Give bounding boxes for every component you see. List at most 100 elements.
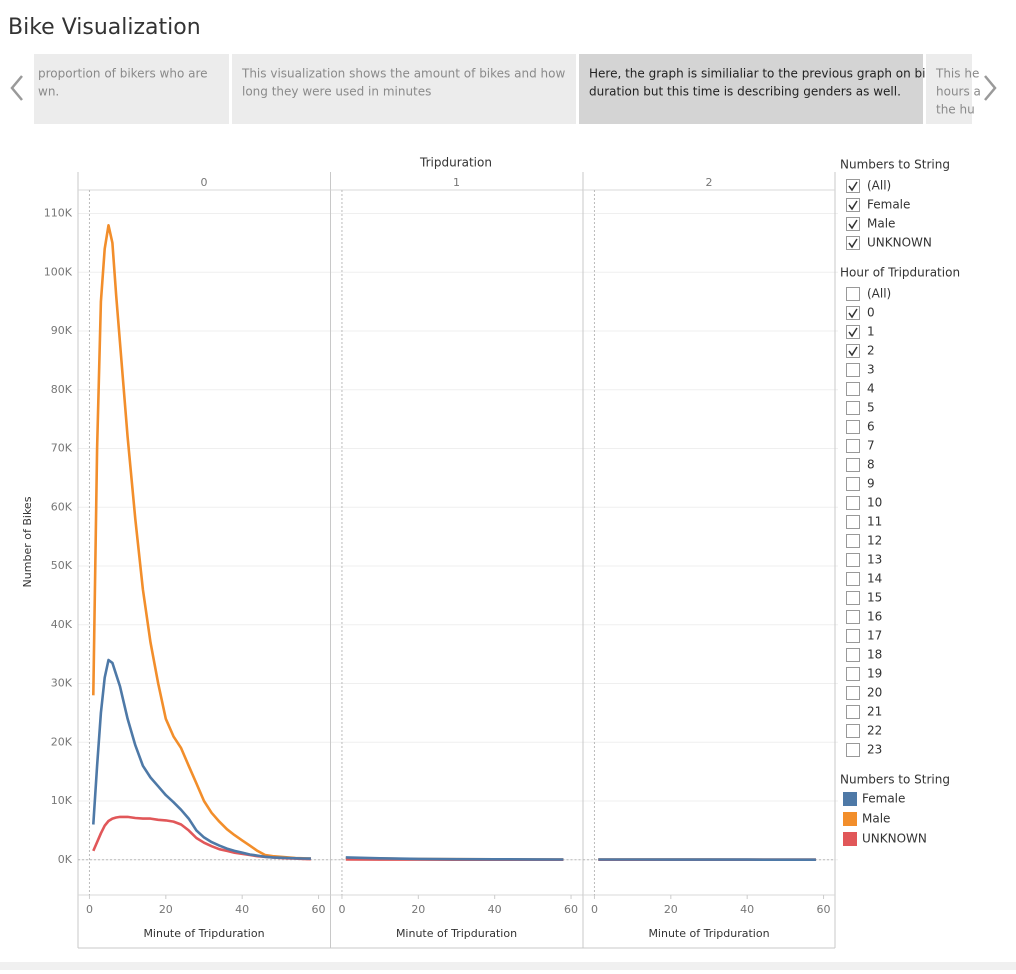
filter-title: Numbers to String: [840, 158, 950, 172]
filter-option[interactable]: 10: [867, 496, 882, 510]
checkbox[interactable]: [847, 288, 860, 301]
filter-option[interactable]: 1: [867, 325, 875, 339]
y-tick-label: 0K: [58, 853, 73, 866]
story-caption: This visualization shows the amount of b…: [241, 67, 565, 81]
filter-option[interactable]: 22: [867, 724, 882, 738]
x-tick-label: 0: [338, 903, 345, 916]
y-tick-label: 60K: [51, 500, 73, 513]
panel-header: 2: [706, 176, 713, 189]
x-tick-label: 60: [312, 903, 326, 916]
checkbox[interactable]: [847, 421, 860, 434]
y-tick-label: 30K: [51, 677, 73, 690]
checkbox[interactable]: [847, 725, 860, 738]
y-tick-label: 10K: [51, 794, 73, 807]
checkbox[interactable]: [847, 459, 860, 472]
y-tick-label: 110K: [44, 207, 73, 220]
filter-option[interactable]: 15: [867, 591, 882, 605]
filter-option[interactable]: UNKNOWN: [867, 236, 932, 250]
filter-option[interactable]: 6: [867, 420, 875, 434]
y-tick-label: 70K: [51, 442, 73, 455]
filter-option[interactable]: 13: [867, 553, 882, 567]
story-caption: long they were used in minutes: [242, 85, 431, 99]
x-tick-label: 0: [591, 903, 598, 916]
filter-option[interactable]: 2: [867, 344, 875, 358]
checkbox[interactable]: [847, 573, 860, 586]
filter-option[interactable]: 20: [867, 686, 882, 700]
checkbox[interactable]: [847, 497, 860, 510]
checkbox[interactable]: [847, 706, 860, 719]
story-point[interactable]: [34, 54, 229, 124]
filter-title: Hour of Tripduration: [840, 266, 960, 280]
filter-option[interactable]: 7: [867, 439, 875, 453]
checkbox[interactable]: [847, 307, 860, 320]
y-tick-label: 80K: [51, 383, 73, 396]
filter-option[interactable]: 16: [867, 610, 882, 624]
x-axis-title: Minute of Tripduration: [143, 927, 264, 940]
facet-title: Tripduration: [419, 156, 492, 170]
footer-strip: [0, 962, 1016, 970]
checkbox[interactable]: [847, 592, 860, 605]
checkbox[interactable]: [847, 668, 860, 681]
checkbox[interactable]: [847, 630, 860, 643]
filter-option[interactable]: 18: [867, 648, 882, 662]
filter-option[interactable]: 11: [867, 515, 882, 529]
filter-option[interactable]: 19: [867, 667, 882, 681]
x-tick-label: 20: [664, 903, 678, 916]
x-axis-title: Minute of Tripduration: [396, 927, 517, 940]
checkbox[interactable]: [847, 516, 860, 529]
filter-option[interactable]: 5: [867, 401, 875, 415]
x-tick-label: 40: [235, 903, 249, 916]
filter-option[interactable]: 12: [867, 534, 882, 548]
filter-option[interactable]: (All): [867, 287, 891, 301]
legend-title: Numbers to String: [840, 773, 950, 787]
checkbox[interactable]: [847, 649, 860, 662]
x-tick-label: 40: [488, 903, 502, 916]
y-tick-label: 20K: [51, 735, 73, 748]
x-axis-title: Minute of Tripduration: [648, 927, 769, 940]
checkbox[interactable]: [847, 218, 860, 231]
filter-option[interactable]: 9: [867, 477, 875, 491]
legend-label: Female: [862, 792, 905, 806]
filter-option[interactable]: 0: [867, 306, 875, 320]
checkbox[interactable]: [847, 535, 860, 548]
filter-option[interactable]: (All): [867, 179, 891, 193]
filter-option[interactable]: 17: [867, 629, 882, 643]
x-tick-label: 40: [740, 903, 754, 916]
checkbox[interactable]: [847, 326, 860, 339]
checkbox[interactable]: [847, 402, 860, 415]
story-caption: hours a: [936, 85, 981, 99]
filter-option[interactable]: Male: [867, 217, 895, 231]
filter-option[interactable]: Female: [867, 198, 910, 212]
y-axis-title: Number of Bikes: [21, 496, 34, 587]
checkbox[interactable]: [847, 180, 860, 193]
legend-swatch: [843, 812, 857, 826]
checkbox[interactable]: [847, 687, 860, 700]
checkbox[interactable]: [847, 383, 860, 396]
filter-option[interactable]: 4: [867, 382, 875, 396]
checkbox[interactable]: [847, 478, 860, 491]
x-tick-label: 20: [159, 903, 173, 916]
checkbox[interactable]: [847, 440, 860, 453]
checkbox[interactable]: [847, 611, 860, 624]
panel-header: 1: [453, 176, 460, 189]
story-caption: duration but this time is describing gen…: [589, 85, 901, 99]
y-tick-label: 100K: [44, 265, 73, 278]
legend-swatch: [843, 792, 857, 806]
panel-header: 0: [201, 176, 208, 189]
filter-option[interactable]: 21: [867, 705, 882, 719]
filter-option[interactable]: 23: [867, 743, 882, 757]
legend-label: Male: [862, 812, 890, 826]
filter-option[interactable]: 8: [867, 458, 875, 472]
filter-option[interactable]: 14: [867, 572, 882, 586]
story-caption: the hu: [936, 103, 975, 117]
checkbox[interactable]: [847, 744, 860, 757]
checkbox[interactable]: [847, 554, 860, 567]
checkbox[interactable]: [847, 199, 860, 212]
checkbox[interactable]: [847, 345, 860, 358]
x-tick-label: 0: [86, 903, 93, 916]
checkbox[interactable]: [847, 364, 860, 377]
checkbox[interactable]: [847, 237, 860, 250]
y-tick-label: 50K: [51, 559, 73, 572]
filter-option[interactable]: 3: [867, 363, 875, 377]
